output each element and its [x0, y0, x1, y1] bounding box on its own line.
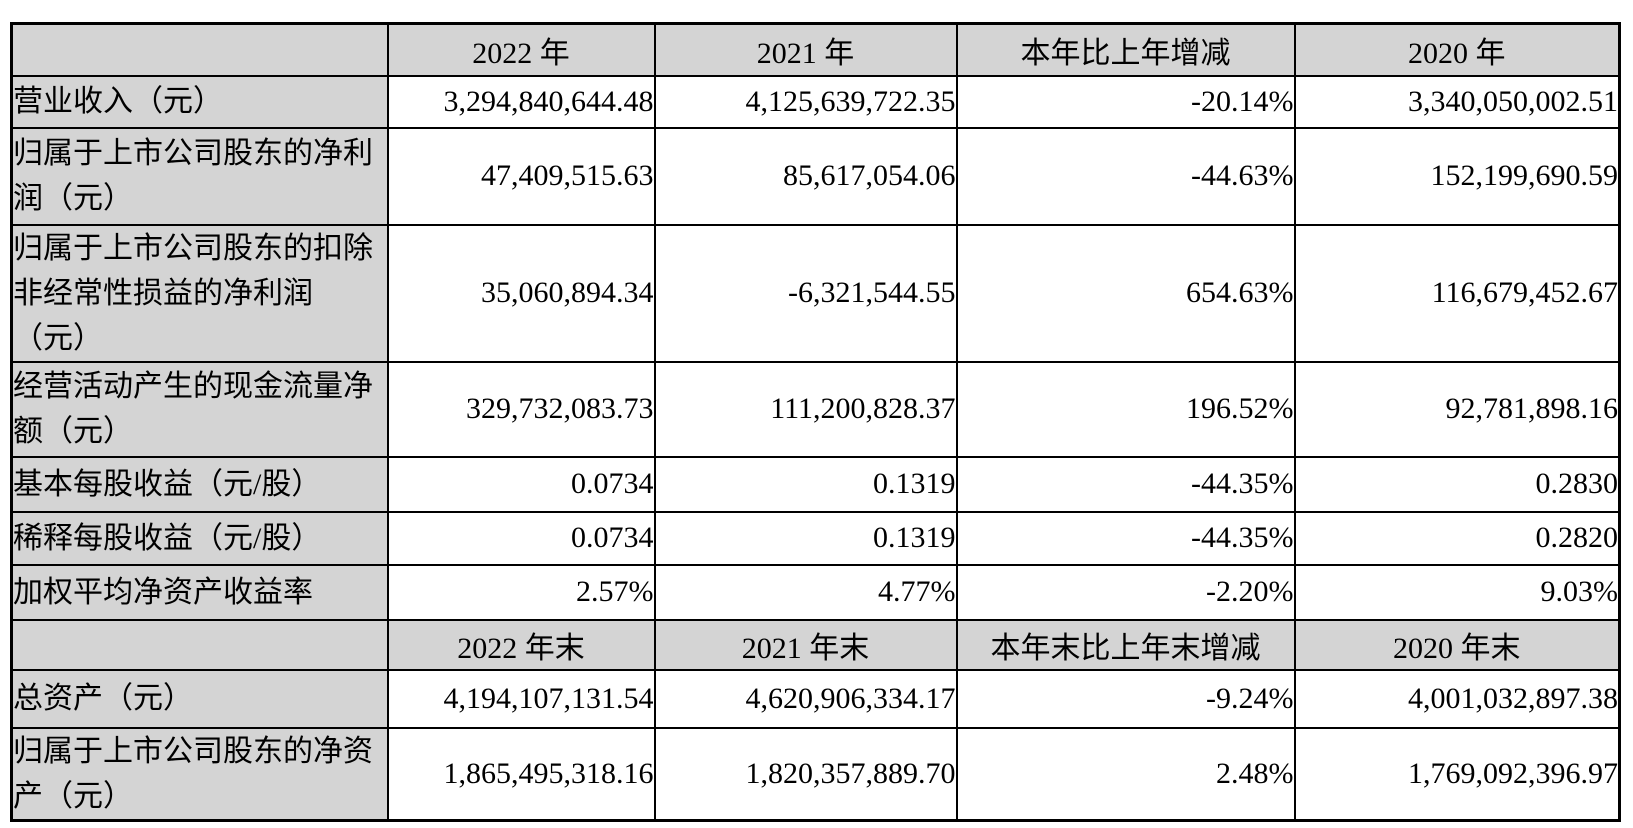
value-cell: 3,340,050,002.51: [1293, 74, 1621, 129]
value-cell: 2.48%: [955, 726, 1296, 822]
table-row-net-profit: 归属于上市公司股东的净利润（元） 47,409,515.63 85,617,05…: [10, 126, 1621, 226]
value-cell: 4,001,032,897.38: [1293, 668, 1621, 729]
value-cell: 152,199,690.59: [1293, 126, 1621, 226]
row-label: 总资产（元）: [10, 668, 389, 729]
table-header-row-year-end: 2022 年末 2021 年末 本年末比上年末增减 2020 年末: [10, 618, 1621, 671]
value-cell: 4,194,107,131.54: [386, 668, 656, 729]
header-empty-cell: [10, 618, 389, 671]
value-cell: -44.35%: [955, 455, 1296, 513]
row-label: 归属于上市公司股东的净资产（元）: [10, 726, 389, 822]
table-row-operating-cash-flow: 经营活动产生的现金流量净额（元） 329,732,083.73 111,200,…: [10, 360, 1621, 458]
value-cell: -44.35%: [955, 510, 1296, 566]
value-cell: 0.0734: [386, 510, 656, 566]
value-cell: 92,781,898.16: [1293, 360, 1621, 458]
value-cell: 9.03%: [1293, 563, 1621, 621]
value-cell: 0.1319: [653, 510, 958, 566]
value-cell: 35,060,894.34: [386, 223, 656, 363]
row-label: 归属于上市公司股东的扣除非经常性损益的净利润（元）: [10, 223, 389, 363]
header-year-end-2020: 2020 年末: [1293, 618, 1621, 671]
header-yoy-change: 本年比上年增减: [955, 22, 1296, 77]
value-cell: 85,617,054.06: [653, 126, 958, 226]
financial-summary-table: 2022 年 2021 年 本年比上年增减 2020 年 营业收入（元） 3,2…: [10, 22, 1621, 822]
value-cell: 4.77%: [653, 563, 958, 621]
row-label: 基本每股收益（元/股）: [10, 455, 389, 513]
value-cell: -2.20%: [955, 563, 1296, 621]
header-year-2022: 2022 年: [386, 22, 656, 77]
value-cell: 0.2820: [1293, 510, 1621, 566]
header-year-2020: 2020 年: [1293, 22, 1621, 77]
value-cell: -20.14%: [955, 74, 1296, 129]
row-label: 营业收入（元）: [10, 74, 389, 129]
header-empty-cell: [10, 22, 389, 77]
value-cell: 4,125,639,722.35: [653, 74, 958, 129]
value-cell: 1,769,092,396.97: [1293, 726, 1621, 822]
row-label: 加权平均净资产收益率: [10, 563, 389, 621]
value-cell: 1,865,495,318.16: [386, 726, 656, 822]
value-cell: -44.63%: [955, 126, 1296, 226]
row-label: 经营活动产生的现金流量净额（元）: [10, 360, 389, 458]
value-cell: 111,200,828.37: [653, 360, 958, 458]
table-row-weighted-avg-roe: 加权平均净资产收益率 2.57% 4.77% -2.20% 9.03%: [10, 563, 1621, 621]
value-cell: 329,732,083.73: [386, 360, 656, 458]
value-cell: 2.57%: [386, 563, 656, 621]
header-year-end-change: 本年末比上年末增减: [955, 618, 1296, 671]
table-row-net-assets: 归属于上市公司股东的净资产（元） 1,865,495,318.16 1,820,…: [10, 726, 1621, 822]
value-cell: 0.1319: [653, 455, 958, 513]
table-row-non-recurring-net-profit: 归属于上市公司股东的扣除非经常性损益的净利润（元） 35,060,894.34 …: [10, 223, 1621, 363]
header-year-end-2022: 2022 年末: [386, 618, 656, 671]
value-cell: -6,321,544.55: [653, 223, 958, 363]
table-row-revenue: 营业收入（元） 3,294,840,644.48 4,125,639,722.3…: [10, 74, 1621, 129]
value-cell: 47,409,515.63: [386, 126, 656, 226]
table-row-diluted-eps: 稀释每股收益（元/股） 0.0734 0.1319 -44.35% 0.2820: [10, 510, 1621, 566]
value-cell: 116,679,452.67: [1293, 223, 1621, 363]
value-cell: 0.2830: [1293, 455, 1621, 513]
header-year-end-2021: 2021 年末: [653, 618, 958, 671]
value-cell: 196.52%: [955, 360, 1296, 458]
value-cell: 0.0734: [386, 455, 656, 513]
value-cell: 4,620,906,334.17: [653, 668, 958, 729]
value-cell: 654.63%: [955, 223, 1296, 363]
table-row-total-assets: 总资产（元） 4,194,107,131.54 4,620,906,334.17…: [10, 668, 1621, 729]
value-cell: 3,294,840,644.48: [386, 74, 656, 129]
row-label: 稀释每股收益（元/股）: [10, 510, 389, 566]
value-cell: -9.24%: [955, 668, 1296, 729]
value-cell: 1,820,357,889.70: [653, 726, 958, 822]
table-row-basic-eps: 基本每股收益（元/股） 0.0734 0.1319 -44.35% 0.2830: [10, 455, 1621, 513]
row-label: 归属于上市公司股东的净利润（元）: [10, 126, 389, 226]
header-year-2021: 2021 年: [653, 22, 958, 77]
table-header-row-annual: 2022 年 2021 年 本年比上年增减 2020 年: [10, 22, 1621, 77]
